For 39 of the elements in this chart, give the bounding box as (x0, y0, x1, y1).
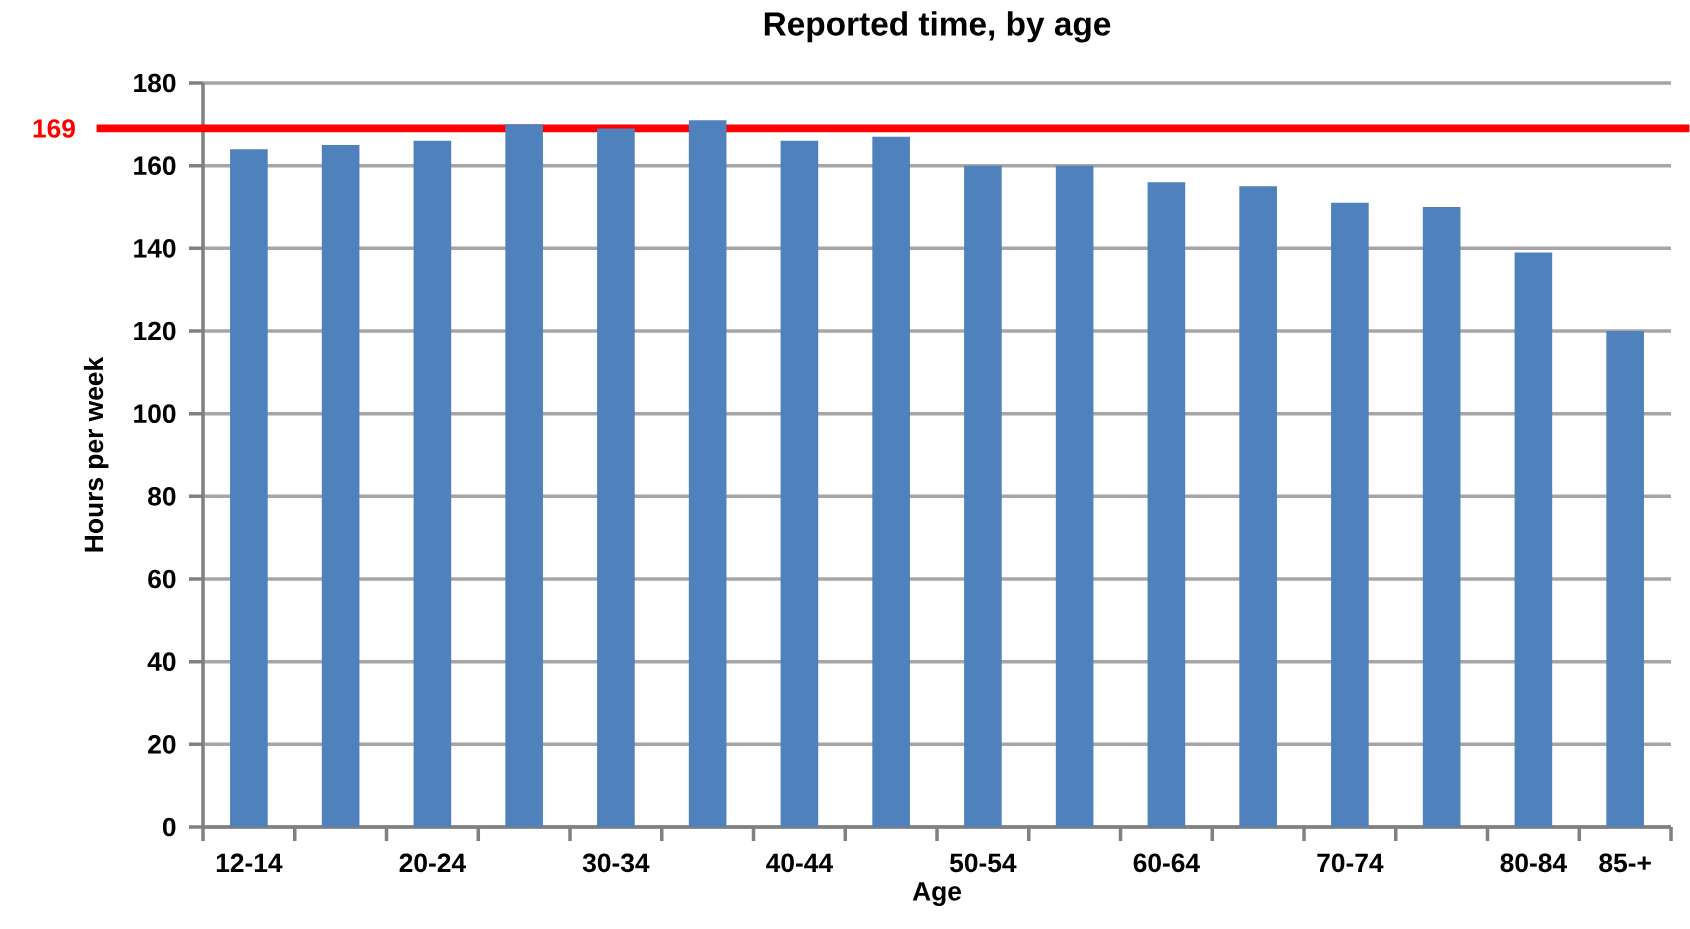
y-tick-label: 140 (134, 239, 176, 258)
y-tick-label: 60 (148, 569, 176, 589)
y-tick-label: 100 (134, 404, 176, 424)
bar (1514, 252, 1553, 827)
bar (1147, 182, 1186, 827)
x-tick-label: 40-44 (766, 853, 833, 873)
chart-title: Reported time, by age (764, 11, 1111, 43)
ref-line-label: 169 (33, 119, 75, 138)
x-tick-label: 85-+ (1599, 853, 1651, 873)
x-tick-label: 70-74 (1317, 853, 1384, 873)
bar (321, 145, 360, 827)
bar (1239, 186, 1277, 827)
bar (688, 120, 727, 827)
bar (230, 149, 268, 827)
y-tick-label: 120 (134, 321, 176, 341)
y-tick-label: 80 (148, 487, 176, 506)
bar (1331, 202, 1369, 827)
bar (872, 136, 910, 827)
bar (1422, 206, 1461, 827)
y-tick-label: 180 (134, 73, 176, 93)
x-tick-label: 60-64 (1133, 853, 1200, 873)
x-tick-label: 20-24 (399, 853, 466, 873)
y-tick-label: 20 (148, 735, 176, 754)
bar (1055, 165, 1094, 827)
bar (597, 128, 635, 827)
bar (505, 124, 543, 827)
y-tick-label: 160 (134, 156, 176, 176)
x-axis-title: Age (912, 882, 962, 906)
x-tick-label: 80-84 (1500, 853, 1567, 873)
y-tick-label: 0 (162, 817, 176, 837)
bar (1606, 331, 1644, 827)
bar (413, 140, 452, 827)
bar (964, 165, 1002, 827)
bar (780, 140, 819, 827)
x-tick-label: 50-54 (950, 853, 1017, 873)
x-tick-label: 30-34 (582, 853, 650, 873)
y-axis-title: Hours per week (83, 356, 109, 552)
x-tick-label: 12-14 (216, 853, 283, 872)
y-tick-label: 40 (147, 652, 176, 672)
